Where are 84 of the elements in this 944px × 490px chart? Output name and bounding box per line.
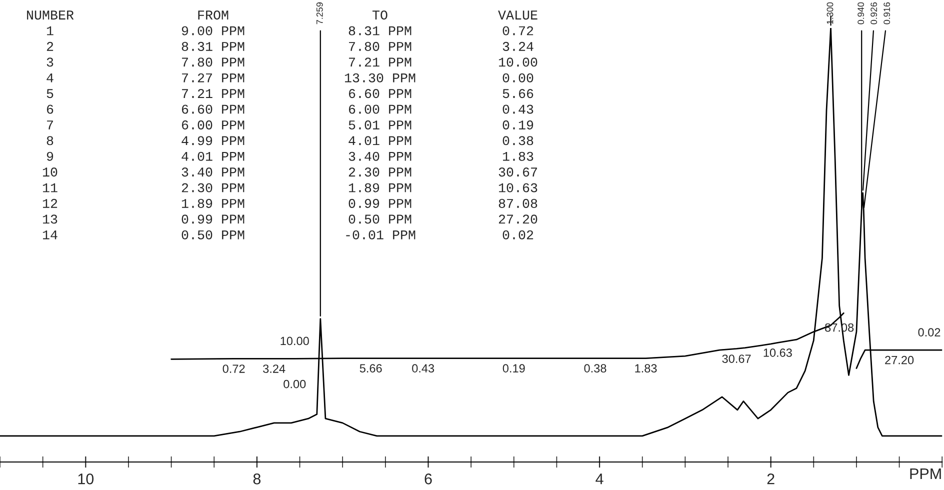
annotation: 7.21 PPM: [182, 89, 244, 98]
annotation: 3.40 PPM: [348, 152, 412, 161]
annotation: 0.19: [502, 120, 534, 130]
annotation: 0.72: [222, 364, 245, 373]
annotation: 7.259: [316, 2, 323, 24]
annotation: 0.38: [584, 364, 606, 372]
annotation: 14: [42, 230, 58, 240]
annotation: 7.27 PPM: [182, 73, 244, 82]
x-tick-label: 2: [767, 474, 774, 484]
annotation: 0.50 PPM: [348, 214, 412, 224]
text: NUMBER: [27, 10, 74, 20]
annotation: 4.01 PPM: [348, 136, 412, 146]
x-tick-label: 6: [424, 474, 432, 484]
annotation: 9.00 PPM: [182, 26, 244, 36]
annotation: 1.89 PPM: [348, 183, 412, 192]
annotation: 4: [46, 73, 54, 82]
annotation: 1.89 PPM: [182, 198, 244, 208]
annotation: 5.66: [502, 89, 534, 98]
annotation: 0.99 PPM: [182, 214, 244, 224]
annotation: 30.67: [498, 168, 537, 177]
annotation: 6.60 PPM: [182, 104, 244, 114]
annotation: 0.50 PPM: [182, 230, 244, 240]
annotation: 0.19: [502, 364, 525, 372]
annotation: 0.02: [918, 328, 940, 336]
annotation: 12: [42, 198, 58, 208]
annotation: 0.99 PPM: [348, 198, 412, 208]
annotation: 7: [47, 120, 53, 130]
annotation: 5.01 PPM: [348, 120, 412, 130]
annotation: 4.99 PPM: [182, 136, 244, 146]
annotation: 0.02: [502, 230, 534, 240]
annotation: 2.30 PPM: [182, 183, 244, 192]
annotation: 6: [46, 104, 54, 114]
annotation: 3.40 PPM: [182, 168, 244, 177]
annotation: 6.00 PPM: [182, 120, 244, 130]
annotation: 3.24: [263, 364, 286, 373]
x-tick-label: 8: [253, 474, 261, 484]
annotation: 1.300: [826, 2, 834, 24]
annotation: 8.31 PPM: [182, 42, 244, 51]
annotation: 7.80 PPM: [349, 42, 412, 51]
x-tick-label: 10: [78, 474, 94, 484]
annotation: 5: [46, 89, 54, 98]
annotation: 2: [46, 42, 54, 51]
text: TO: [372, 10, 388, 20]
annotation: 1: [46, 26, 54, 36]
annotation: 8.31 PPM: [348, 26, 412, 36]
annotation: 6.60 PPM: [348, 89, 412, 98]
annotation: 1.83: [502, 152, 534, 161]
annotation: 11: [42, 183, 58, 192]
annotation: 7.80 PPM: [182, 58, 244, 67]
annotation: 27.20: [498, 214, 538, 224]
annotation: 10.63: [764, 348, 792, 357]
annotation: 0.00: [502, 73, 534, 82]
annotation: 0.916: [884, 2, 890, 24]
annotation: 3: [46, 58, 54, 67]
annotation: 4.01 PPM: [182, 152, 244, 161]
annotation: 6.00 PPM: [348, 104, 412, 114]
x-axis-title: PPM: [910, 468, 941, 479]
x-tick-label: 4: [596, 474, 604, 484]
annotation: 0.43: [502, 104, 534, 114]
annotation: 0.43: [412, 364, 434, 372]
annotation: 1.83: [635, 364, 657, 372]
text: VALUE: [498, 10, 538, 20]
annotation: 13.30 PPM: [344, 73, 416, 82]
annotation: 87.08: [498, 198, 538, 208]
annotation: 5.66: [360, 364, 382, 372]
annotation: 2.30 PPM: [348, 168, 412, 177]
annotation: 8: [46, 136, 54, 146]
annotation: 3.24: [502, 42, 534, 51]
annotation: 10.00: [280, 336, 309, 346]
annotation: 0.940: [858, 2, 864, 24]
annotation: 13: [42, 214, 58, 224]
annotation: 10: [42, 168, 58, 177]
text: FROM: [198, 10, 228, 20]
annotation: 7.21 PPM: [349, 58, 412, 67]
annotation: 10.00: [498, 58, 538, 67]
annotation: 0.926: [870, 2, 878, 24]
annotation: -0.01 PPM: [346, 230, 416, 240]
annotation: 27.20: [885, 356, 914, 364]
annotation: 10.63: [498, 183, 538, 192]
annotation: 30.67: [722, 354, 751, 363]
annotation: 9: [46, 152, 54, 161]
annotation: 0.00: [284, 380, 306, 388]
annotation: 0.38: [502, 136, 534, 146]
annotation: 0.72: [502, 26, 534, 36]
